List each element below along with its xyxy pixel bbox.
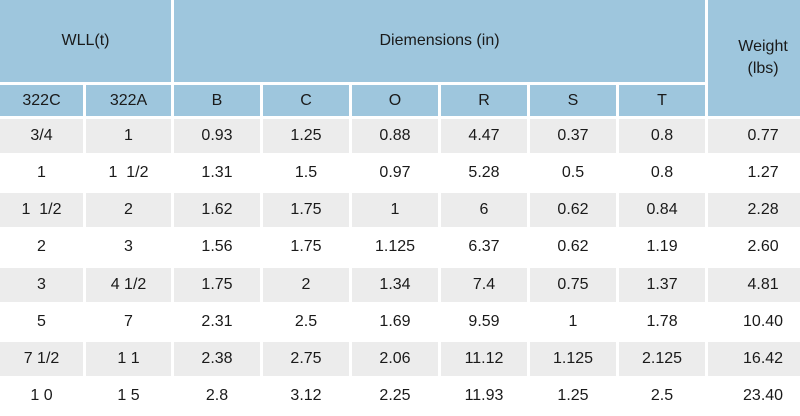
table-cell: 0.75 bbox=[530, 267, 616, 302]
table-row: 1 1/2 2 1.62 1.75 1 6 0.62 0.84 2.28 bbox=[0, 193, 800, 228]
table-cell: 2 bbox=[263, 267, 349, 302]
table-cell: 6 bbox=[441, 193, 527, 228]
wll-header: WLL(t) bbox=[0, 0, 171, 82]
table-cell: 1.125 bbox=[530, 341, 616, 376]
table-cell: 2.60 bbox=[708, 230, 800, 265]
col-t: T bbox=[619, 85, 706, 116]
table-cell: 11.93 bbox=[441, 378, 527, 413]
table-cell: 3 bbox=[0, 267, 83, 302]
col-o: O bbox=[352, 85, 438, 116]
table-cell: 1.27 bbox=[708, 156, 800, 191]
table-cell: 2.31 bbox=[174, 304, 260, 339]
table-cell: 0.8 bbox=[619, 156, 706, 191]
table-cell: 2.125 bbox=[619, 341, 706, 376]
table-cell: 0.8 bbox=[619, 119, 706, 154]
table-cell: 1.125 bbox=[352, 230, 438, 265]
table-cell: 1.75 bbox=[263, 230, 349, 265]
table-cell: 1.31 bbox=[174, 156, 260, 191]
table-cell: 0.77 bbox=[708, 119, 800, 154]
col-s: S bbox=[530, 85, 616, 116]
table-cell: 1.34 bbox=[352, 267, 438, 302]
table-cell: 9.59 bbox=[441, 304, 527, 339]
table-cell: 0.88 bbox=[352, 119, 438, 154]
table-cell: 2 bbox=[0, 230, 83, 265]
table-cell: 0.5 bbox=[530, 156, 616, 191]
table-cell: 1.78 bbox=[619, 304, 706, 339]
table-cell: 1 bbox=[86, 119, 171, 154]
table-cell: 2.38 bbox=[174, 341, 260, 376]
table-cell: 2.25 bbox=[352, 378, 438, 413]
table-cell: 7.4 bbox=[441, 267, 527, 302]
table-cell: 3.12 bbox=[263, 378, 349, 413]
table-row: 5 7 2.31 2.5 1.69 9.59 1 1.78 10.40 bbox=[0, 304, 800, 339]
table-cell: 4.47 bbox=[441, 119, 527, 154]
table-cell: 1 bbox=[530, 304, 616, 339]
table-cell: 0.93 bbox=[174, 119, 260, 154]
table-cell: 0.37 bbox=[530, 119, 616, 154]
table-cell: 16.42 bbox=[708, 341, 800, 376]
table-cell: 2.5 bbox=[263, 304, 349, 339]
table-cell: 1.69 bbox=[352, 304, 438, 339]
col-c: C bbox=[263, 85, 349, 116]
table-cell: 0.97 bbox=[352, 156, 438, 191]
table-cell: 1 1/2 bbox=[86, 156, 171, 191]
table-cell: 7 bbox=[86, 304, 171, 339]
table-cell: 1.75 bbox=[174, 267, 260, 302]
col-322a: 322A bbox=[86, 85, 171, 116]
table-cell: 1.5 bbox=[263, 156, 349, 191]
table-cell: 2.28 bbox=[708, 193, 800, 228]
table-cell: 1 1/2 bbox=[0, 193, 83, 228]
table-cell: 1.56 bbox=[174, 230, 260, 265]
table-cell: 1.62 bbox=[174, 193, 260, 228]
table-cell: 1.37 bbox=[619, 267, 706, 302]
table-cell: 2.75 bbox=[263, 341, 349, 376]
table-row: 7 1/2 1 1 2.38 2.75 2.06 11.12 1.125 2.125 16.42 bbox=[0, 341, 800, 376]
table-cell: 23.40 bbox=[708, 378, 800, 413]
table-cell: 3 bbox=[86, 230, 171, 265]
table-cell: 0.62 bbox=[530, 230, 616, 265]
table-cell: 10.40 bbox=[708, 304, 800, 339]
table-cell: 1 bbox=[0, 156, 83, 191]
table-cell: 1 0 bbox=[0, 378, 83, 413]
table-cell: 0.84 bbox=[619, 193, 706, 228]
table-cell: 7 1/2 bbox=[0, 341, 83, 376]
col-b: B bbox=[174, 85, 260, 116]
col-r: R bbox=[441, 85, 527, 116]
table-cell: 3/4 bbox=[0, 119, 83, 154]
table-cell: 5 bbox=[0, 304, 83, 339]
table-cell: 4.81 bbox=[708, 267, 800, 302]
table-cell: 0.62 bbox=[530, 193, 616, 228]
table-row: 3/4 1 0.93 1.25 0.88 4.47 0.37 0.8 0.77 bbox=[0, 119, 800, 154]
table-cell: 2.8 bbox=[174, 378, 260, 413]
table-cell: 1.25 bbox=[263, 119, 349, 154]
table-cell: 1.19 bbox=[619, 230, 706, 265]
table-cell: 2 bbox=[86, 193, 171, 228]
table-cell: 2.06 bbox=[352, 341, 438, 376]
table-cell: 6.37 bbox=[441, 230, 527, 265]
dimensions-header: Diemensions (in) bbox=[174, 0, 706, 82]
table-cell: 1.25 bbox=[530, 378, 616, 413]
weight-header: Weight (lbs) bbox=[708, 0, 800, 116]
table-cell: 5.28 bbox=[441, 156, 527, 191]
table-cell: 1.75 bbox=[263, 193, 349, 228]
table-cell: 11.12 bbox=[441, 341, 527, 376]
table-cell: 4 1/2 bbox=[86, 267, 171, 302]
table-row: 2 3 1.56 1.75 1.125 6.37 0.62 1.19 2.60 bbox=[0, 230, 800, 265]
table-cell: 1 1 bbox=[86, 341, 171, 376]
table-body: 3/4 1 0.93 1.25 0.88 4.47 0.37 0.8 0.77 1 1 1/2 1.3… bbox=[0, 119, 800, 413]
col-322c: 322C bbox=[0, 85, 83, 116]
table-cell: 1 bbox=[352, 193, 438, 228]
table-cell: 2.5 bbox=[619, 378, 706, 413]
table-cell: 1 5 bbox=[86, 378, 171, 413]
